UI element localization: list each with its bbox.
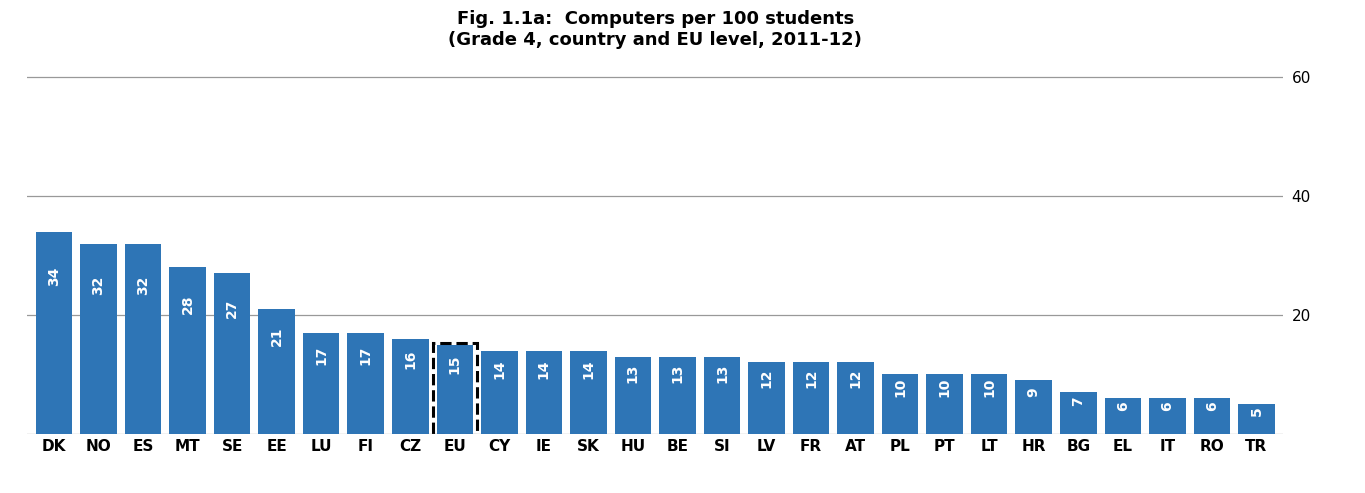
Title: Fig. 1.1a:  Computers per 100 students
(Grade 4, country and EU level, 2011-12): Fig. 1.1a: Computers per 100 students (G… — [448, 10, 863, 49]
Bar — [258, 309, 295, 434]
Bar — [704, 356, 740, 434]
Bar — [433, 343, 476, 435]
Text: 9: 9 — [1026, 387, 1040, 397]
Bar — [971, 374, 1007, 434]
Bar — [659, 356, 696, 434]
Text: 14: 14 — [536, 359, 551, 379]
Text: 14: 14 — [493, 359, 506, 379]
Bar — [1104, 398, 1141, 434]
Text: 13: 13 — [670, 364, 684, 383]
Text: 7: 7 — [1072, 396, 1085, 406]
Text: 14: 14 — [581, 359, 595, 379]
Text: 12: 12 — [849, 368, 863, 388]
Bar — [614, 356, 651, 434]
Text: 13: 13 — [627, 364, 640, 383]
Bar — [1238, 404, 1275, 434]
Text: 17: 17 — [314, 345, 328, 365]
Bar — [81, 244, 117, 434]
Bar — [303, 333, 340, 434]
Text: 16: 16 — [403, 350, 418, 369]
Text: 12: 12 — [804, 368, 818, 388]
Text: 13: 13 — [715, 364, 729, 383]
Bar — [837, 362, 874, 434]
Text: 15: 15 — [448, 354, 461, 374]
Bar — [748, 362, 785, 434]
Text: 32: 32 — [136, 276, 150, 295]
Text: 17: 17 — [359, 345, 373, 365]
Bar — [437, 345, 474, 434]
Text: 6: 6 — [1205, 401, 1219, 411]
Bar — [124, 244, 161, 434]
Text: 34: 34 — [46, 266, 61, 286]
Text: 32: 32 — [91, 276, 105, 295]
Text: 6: 6 — [1160, 401, 1174, 411]
Bar — [793, 362, 830, 434]
Text: 5: 5 — [1249, 406, 1264, 416]
Bar — [1149, 398, 1186, 434]
Text: 6: 6 — [1115, 401, 1130, 411]
Bar — [35, 232, 72, 434]
Bar — [882, 374, 919, 434]
Bar — [480, 351, 517, 434]
Text: 28: 28 — [180, 294, 195, 314]
Bar — [571, 351, 606, 434]
Bar — [169, 267, 206, 434]
Bar — [214, 273, 250, 434]
Bar — [1193, 398, 1230, 434]
Bar — [348, 333, 384, 434]
Bar — [927, 374, 962, 434]
Text: 10: 10 — [893, 378, 908, 397]
Bar — [526, 351, 562, 434]
Text: 12: 12 — [759, 368, 774, 388]
Bar — [1016, 380, 1052, 434]
Bar — [392, 339, 429, 434]
Text: 27: 27 — [225, 299, 239, 318]
Bar — [1061, 392, 1096, 434]
Text: 10: 10 — [983, 378, 996, 397]
Text: 21: 21 — [270, 327, 284, 346]
Text: 10: 10 — [938, 378, 951, 397]
